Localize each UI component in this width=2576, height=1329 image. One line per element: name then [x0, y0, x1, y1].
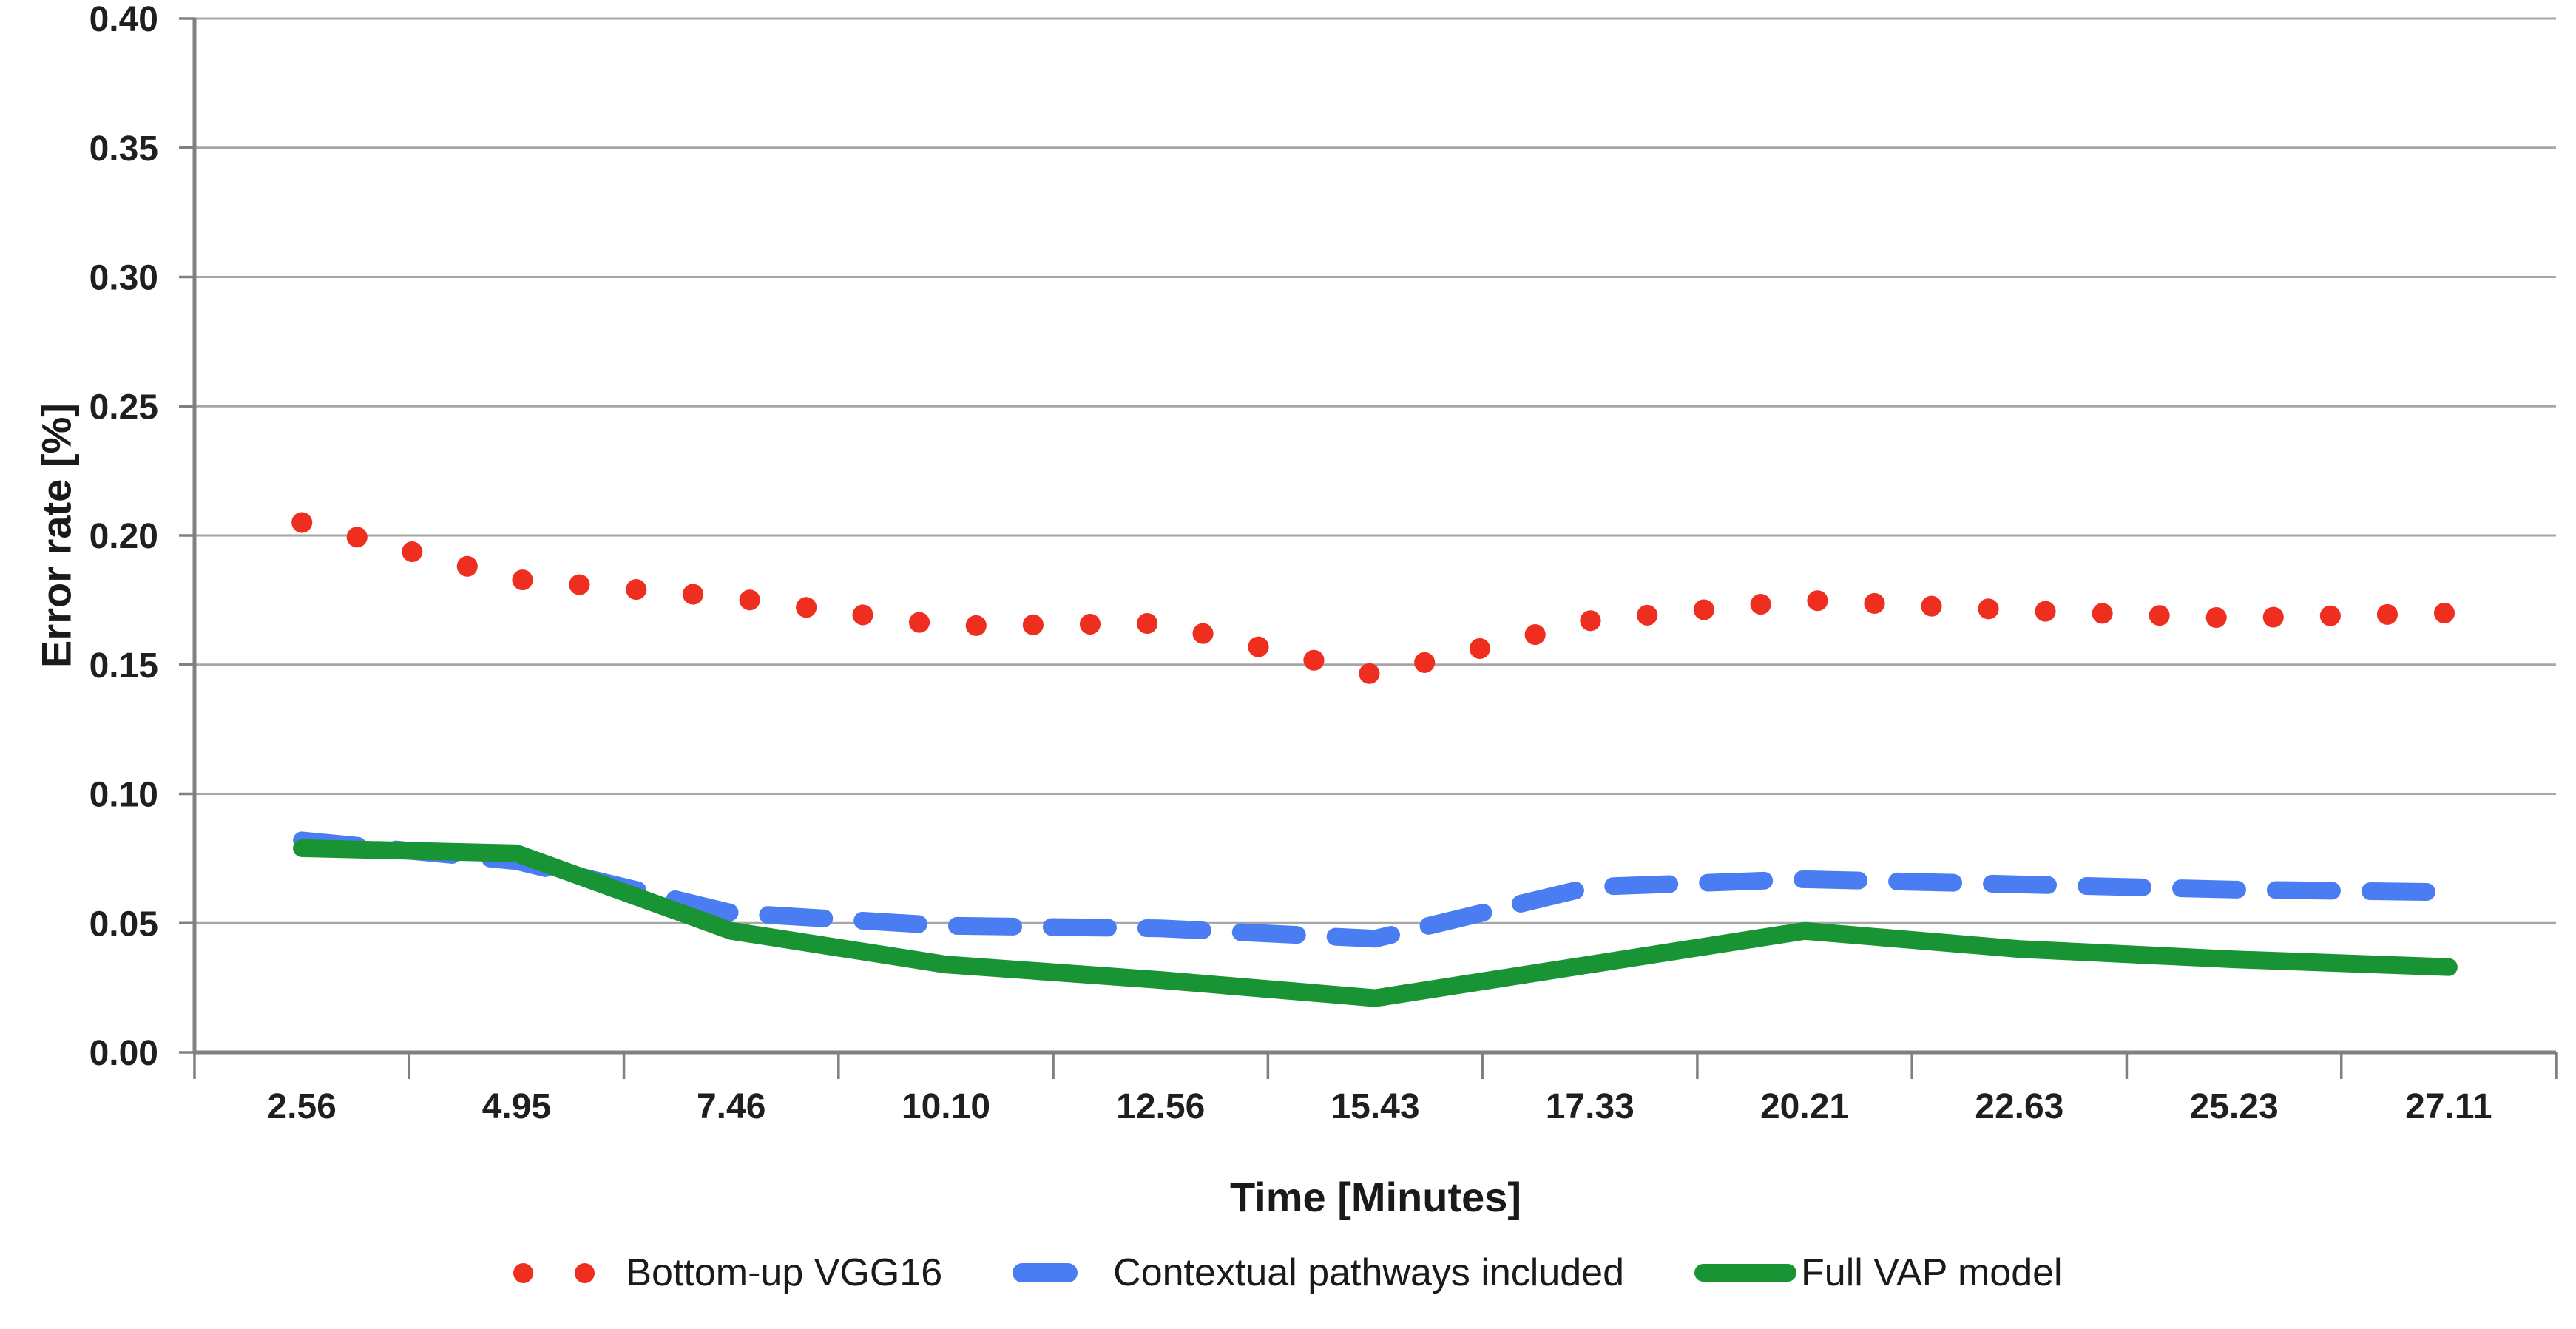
dotted-line-legend-icon [513, 1262, 595, 1283]
x-tick-label: 25.23 [2190, 1087, 2279, 1126]
x-axis-title: Time [Minutes] [1229, 1174, 1522, 1220]
x-tick-label: 4.95 [482, 1087, 551, 1126]
y-tick-label: 0.05 [89, 904, 158, 944]
legend-item-contextual-pathways: Contextual pathways included [1013, 1251, 1624, 1295]
series-line-contextual-pathways-included [293, 831, 2458, 948]
y-tick-label: 0.25 [89, 388, 158, 427]
y-axis-title: Error rate [%] [33, 403, 80, 668]
legend-item-full-vap-model: Full VAP model [1694, 1251, 2063, 1295]
dashed-line-legend-icon [1013, 1263, 1078, 1282]
y-tick-label: 0.15 [89, 646, 158, 686]
y-axis-tick-labels: 0.00 0.05 0.10 0.15 0.20 0.25 0.30 0.35 0.40 [89, 0, 158, 1073]
x-tick-label: 12.56 [1116, 1087, 1205, 1126]
y-tick-label: 0.20 [89, 517, 158, 556]
y-tick-label: 0.10 [89, 776, 158, 815]
legend-dot [513, 1262, 534, 1283]
series-line-bottom-up-vgg16 [291, 512, 2459, 686]
x-tick-label: 27.11 [2405, 1087, 2492, 1126]
legend-label: Contextual pathways included [1113, 1251, 1625, 1294]
legend-label: Bottom-up VGG16 [626, 1251, 943, 1294]
y-tick-label: 0.00 [89, 1034, 158, 1073]
legend-item-bottom-up-vgg16: Bottom-up VGG16 [513, 1251, 942, 1295]
x-axis-tick-labels: 2.56 4.95 7.46 10.10 12.56 15.43 17.33 20.21 22.… [267, 1087, 2492, 1126]
x-tick-label: 15.43 [1331, 1087, 1419, 1126]
y-tick-label: 0.30 [89, 259, 158, 298]
y-tick-label: 0.35 [89, 129, 158, 169]
legend-dot [575, 1262, 595, 1283]
legend: Bottom-up VGG16 Contextual pathways incl… [0, 1241, 2576, 1305]
x-tick-label: 22.63 [1975, 1087, 2063, 1126]
x-tick-label: 17.33 [1546, 1087, 1634, 1126]
x-tick-label: 2.56 [267, 1087, 336, 1126]
series-lines [291, 512, 2459, 1007]
solid-line-legend-icon [1694, 1264, 1797, 1282]
legend-label: Full VAP model [1801, 1251, 2063, 1294]
x-tick-label: 10.10 [902, 1087, 990, 1126]
axes [179, 17, 2558, 1079]
series-line-full-vap-model [293, 839, 2458, 1007]
gridlines [195, 17, 2556, 924]
x-tick-label: 20.21 [1760, 1087, 1849, 1126]
y-tick-label: 0.40 [89, 0, 158, 39]
x-tick-label: 7.46 [697, 1087, 765, 1126]
